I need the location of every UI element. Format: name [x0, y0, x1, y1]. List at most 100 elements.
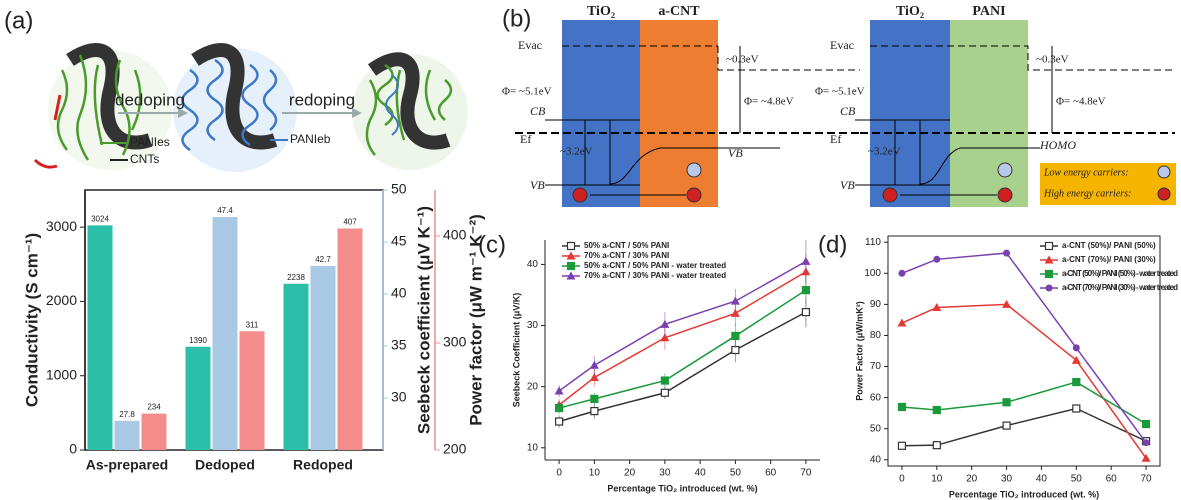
marker [1142, 439, 1150, 447]
marker [897, 402, 907, 412]
label: VB [530, 178, 545, 192]
pani-region [950, 20, 1028, 207]
polymer [385, 74, 399, 136]
label: Evac [518, 38, 542, 52]
marker [554, 386, 564, 395]
marker [590, 407, 599, 416]
x-axis-title: Percentage TiO₂ introduced (wt. %) [949, 489, 1099, 499]
x-tick-label: As-prepared [86, 457, 168, 473]
band-diagram: TiO₂ a-CNT Evac ~0.3eV Φ= ~5.1eV Φ= ~4.8… [502, 4, 1176, 207]
x-tick-label: 30 [1001, 474, 1013, 485]
label: VB [728, 146, 743, 160]
material: PANI [972, 4, 1005, 19]
band-edge [545, 119, 780, 185]
carrier-legend [1040, 163, 1176, 205]
y-axis-title: Power Factor (μW/mK²) [854, 301, 864, 401]
marker [566, 251, 576, 260]
marker [555, 403, 564, 413]
marker [1071, 355, 1081, 364]
marker [898, 269, 906, 277]
data-label: 234 [147, 403, 161, 412]
x-tick-label: 50 [1071, 474, 1083, 485]
x-tick-label: 60 [1106, 474, 1118, 485]
band-edge [855, 119, 1040, 185]
marker [590, 394, 599, 403]
step-label: dedoping [115, 90, 185, 109]
label: CNTs [130, 152, 159, 166]
bar [212, 217, 238, 450]
tick-label: 45 [391, 233, 407, 249]
x-tick-label: 0 [556, 468, 562, 479]
tick-label: 400 [443, 227, 467, 243]
tio2-region [870, 20, 950, 207]
marker [660, 388, 669, 397]
panel-label: (d) [818, 231, 847, 258]
marker [897, 318, 907, 327]
data-label: 3024 [91, 214, 109, 223]
marker [731, 331, 740, 341]
legend-label: 50% a-CNT / 50% PANI [584, 241, 669, 250]
bar [185, 346, 211, 450]
cnt [367, 52, 451, 150]
data-label: 1390 [189, 336, 207, 345]
bar [239, 331, 265, 450]
label: Φ= ~4.8eV [1056, 96, 1106, 108]
y-tick-label: 40 [870, 454, 882, 465]
legend-label: High energy carriers: [1043, 188, 1131, 199]
marker [1141, 419, 1151, 429]
bar [337, 228, 363, 450]
marker [1072, 404, 1081, 413]
material: TiO₂ [587, 4, 615, 19]
marker [1002, 398, 1011, 407]
marker [566, 241, 576, 251]
step-label: redoping [289, 90, 355, 109]
tick-label: 30 [391, 389, 407, 405]
legend-label: 50% a-CNT / 50% PANI - water treated [584, 261, 726, 270]
data-label: 407 [343, 218, 357, 227]
label: CB [530, 104, 546, 118]
marker [730, 296, 740, 305]
marker [1044, 241, 1054, 251]
legend-label: a-CNT (70%)/ PANI (30%) - water treated [1062, 283, 1178, 292]
x-tick-label: 40 [695, 468, 707, 479]
data-label: 42.7 [315, 255, 331, 264]
marker [589, 360, 599, 369]
marker [1003, 249, 1011, 257]
axis-title: Power factor (μW m⁻¹ K⁻²) [466, 214, 485, 426]
label: Φ= ~5.1eV [502, 86, 552, 98]
marker [1141, 453, 1151, 462]
marker [897, 441, 907, 450]
tick-label: 35 [391, 337, 407, 353]
marker [801, 286, 810, 295]
arrow-head [352, 108, 362, 118]
panel-label: (a) [4, 7, 33, 34]
marker [566, 271, 576, 280]
schematic: dedoping redoping PANIes CNTs PANIeb [33, 43, 468, 172]
y-axis-title: Seebeck Coefficient (μV/K) [511, 293, 521, 408]
y-tick-label: 30 [527, 320, 539, 331]
marker [932, 441, 941, 450]
label: ~0.3eV [1036, 54, 1069, 66]
carrier [572, 187, 588, 203]
marker [566, 261, 576, 271]
axis-title: Seebeck coefficient (μV K⁻¹) [414, 206, 433, 434]
data-label: 27.8 [119, 410, 135, 419]
series-line [558, 260, 807, 392]
bar [310, 265, 336, 450]
axis-title: Conductivity (S cm⁻¹) [22, 233, 41, 407]
y-tick-label: 110 [865, 237, 881, 248]
tio2-region [562, 20, 640, 207]
series-line [901, 381, 1147, 425]
y-tick-label: 80 [870, 330, 882, 341]
x-tick-label: 0 [899, 474, 905, 485]
bar [87, 225, 113, 450]
legend-marker [1157, 165, 1171, 179]
x-tick-label: 60 [765, 468, 777, 479]
marker [1072, 377, 1081, 387]
bar [114, 420, 140, 450]
evac-level [870, 45, 1175, 71]
marker [1002, 421, 1011, 430]
cnt-region [640, 20, 718, 207]
x-tick-label: 50 [730, 468, 742, 479]
y-tick-label: 50 [870, 423, 882, 434]
